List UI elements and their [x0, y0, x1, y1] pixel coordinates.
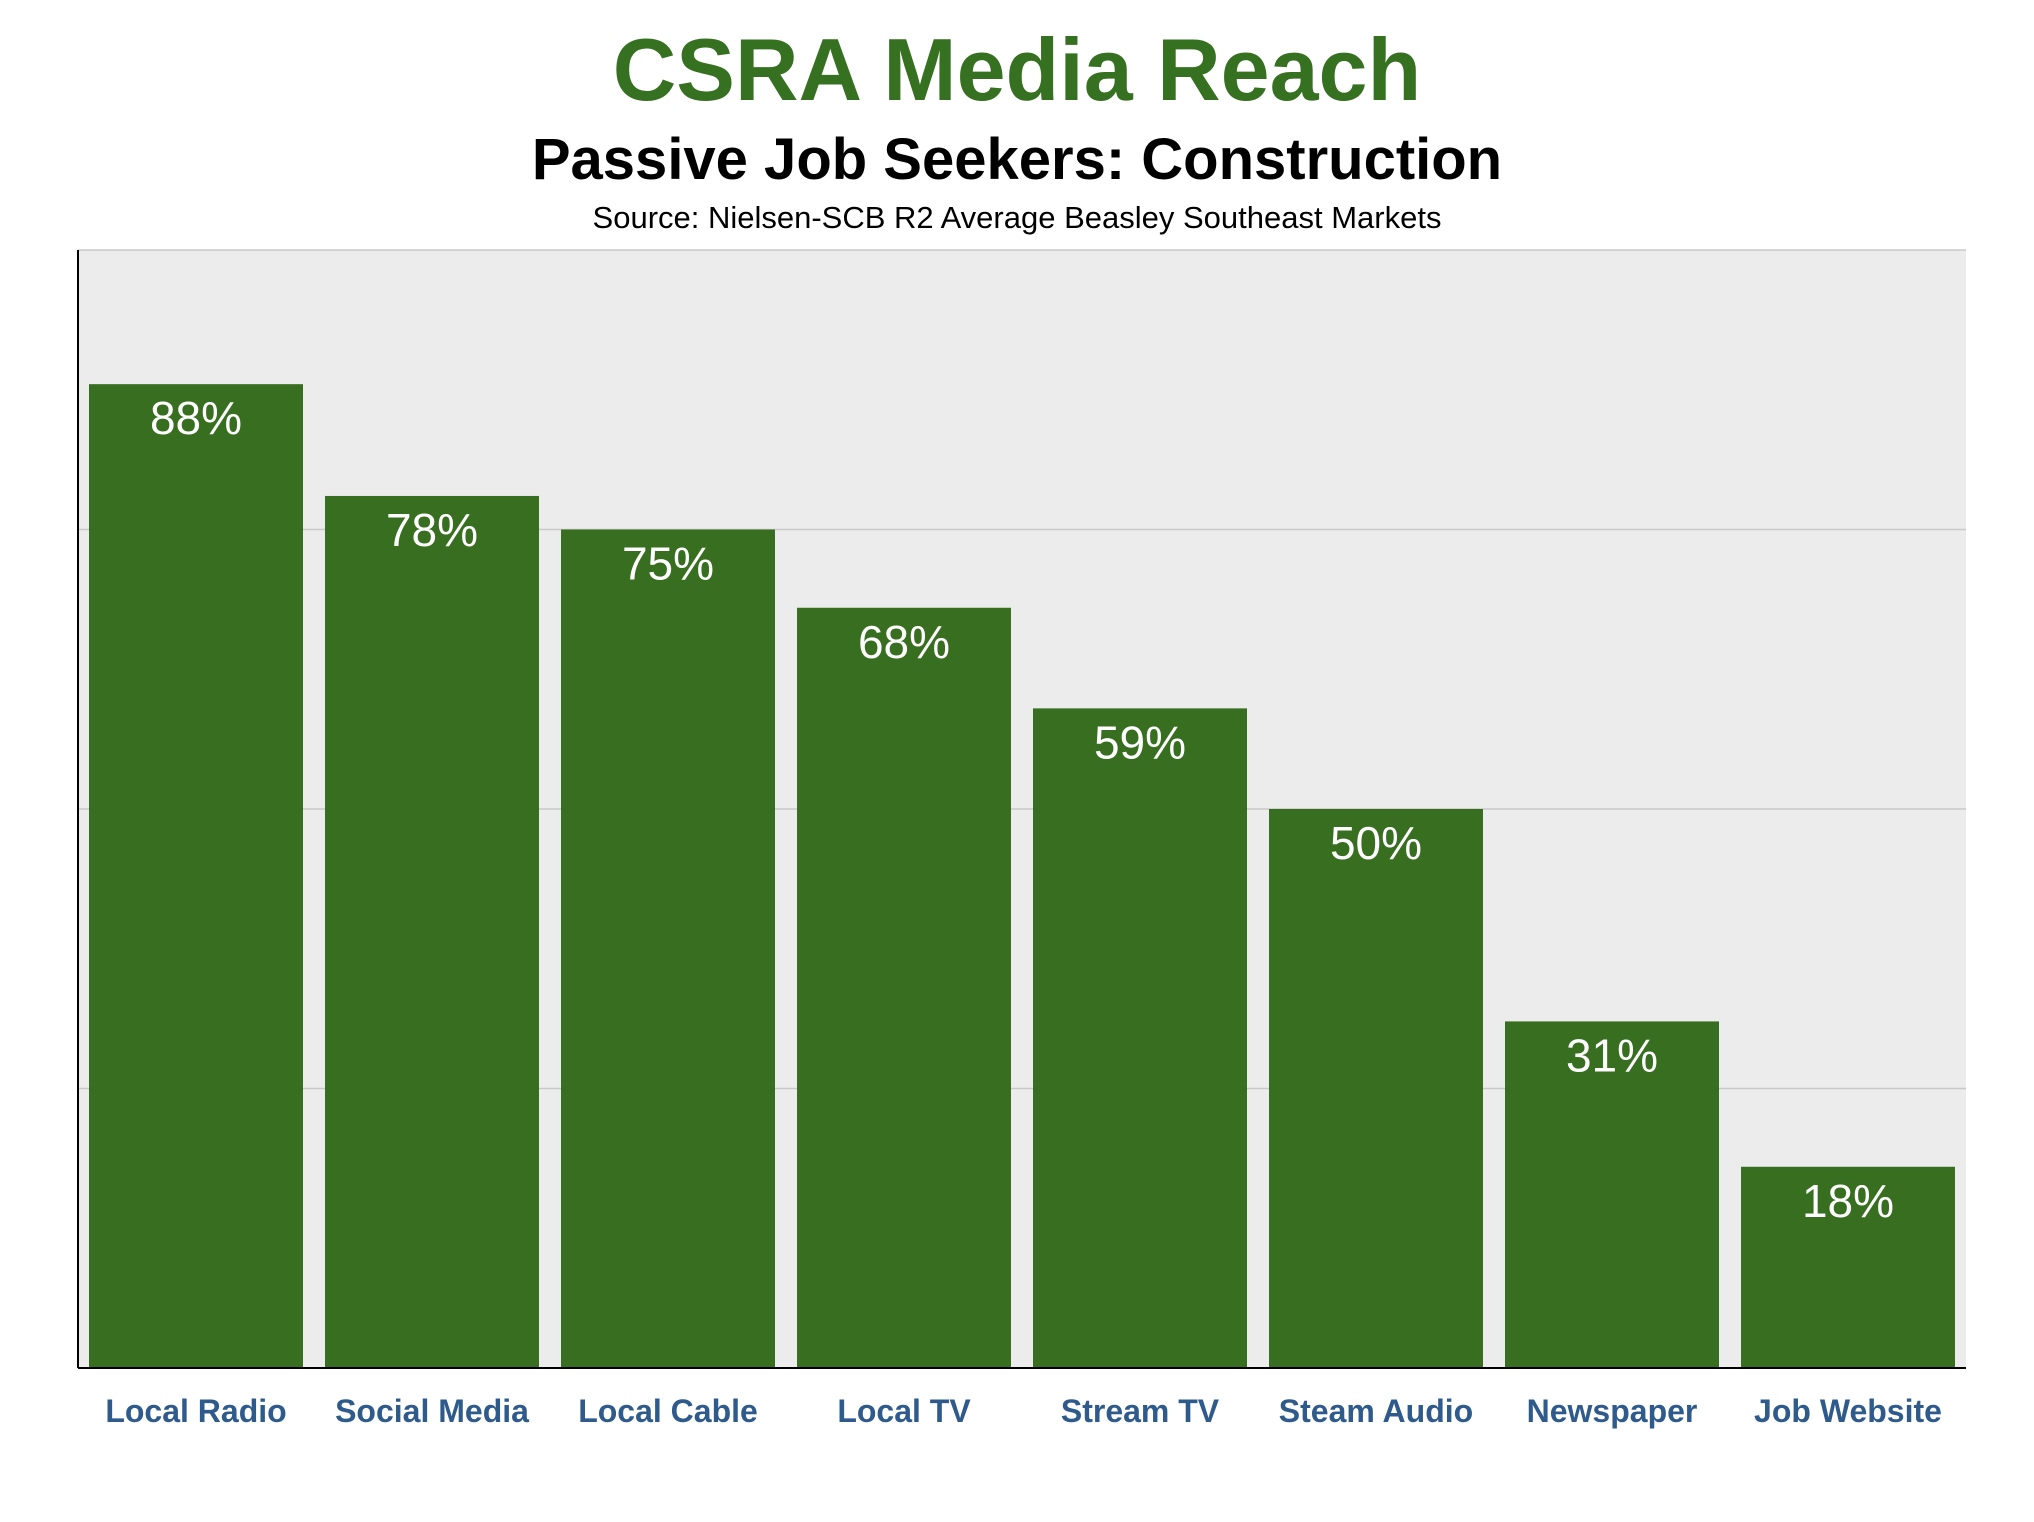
data-label: 18% [1802, 1175, 1894, 1227]
chart-subtitle: Passive Job Seekers: Construction [531, 127, 1503, 192]
bar [1033, 708, 1247, 1368]
chart-source: Source: Nielsen-SCB R2 Average Beasley S… [592, 200, 1442, 235]
bar [1505, 1021, 1719, 1368]
data-label: 88% [150, 392, 242, 444]
tick-label: Stream TV [1061, 1393, 1220, 1429]
bar [797, 607, 1011, 1368]
tick-label: Local Cable [578, 1393, 758, 1429]
bar [325, 495, 539, 1369]
bar [561, 529, 775, 1368]
bar [89, 384, 303, 1368]
chart-title: CSRA Media Reach [612, 20, 1422, 119]
data-label: 75% [622, 538, 714, 590]
data-label: 78% [386, 504, 478, 556]
tick-label: Job Website [1754, 1393, 1942, 1429]
bar [1741, 1166, 1955, 1368]
bars: 88% 78% 75% 68% 59% 50% 31% 18% [89, 384, 1955, 1369]
tick-label: Steam Audio [1279, 1393, 1473, 1429]
data-label: 31% [1566, 1029, 1658, 1081]
data-label: 68% [858, 616, 950, 668]
category-labels: Local Radio Social Media Local Cable Local … [105, 1393, 1942, 1429]
tick-label: Social Media [335, 1393, 529, 1429]
tick-label: Newspaper [1527, 1393, 1698, 1429]
axes [77, 250, 1966, 1369]
tick-label: Local TV [837, 1393, 971, 1429]
data-label: 50% [1330, 817, 1422, 869]
bar [1269, 809, 1483, 1368]
data-label: 59% [1094, 716, 1186, 768]
tick-label: Local Radio [105, 1393, 286, 1429]
